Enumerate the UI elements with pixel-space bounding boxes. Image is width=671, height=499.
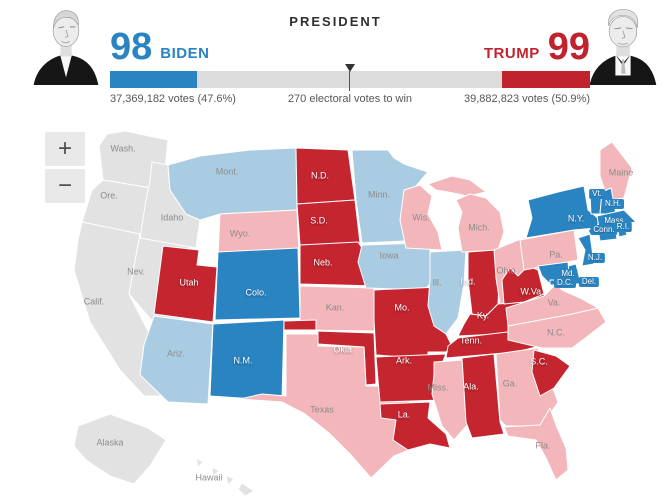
map-zoom-controls: + − bbox=[45, 132, 85, 206]
electoral-vote-bar bbox=[110, 71, 590, 88]
trump-name-label: TRUMP bbox=[483, 45, 540, 62]
zoom-in-button[interactable]: + bbox=[45, 132, 85, 166]
trump-portrait bbox=[589, 9, 657, 85]
trump-vote-total: 39,882,823 votes (50.9%) bbox=[464, 93, 590, 105]
state-HI[interactable] bbox=[211, 466, 220, 477]
state-IL[interactable] bbox=[427, 249, 467, 335]
state-MI[interactable] bbox=[455, 193, 505, 253]
state-TX[interactable] bbox=[239, 333, 430, 479]
biden-electoral-count: 98 bbox=[110, 26, 153, 68]
trump-electoral-count: 99 bbox=[547, 26, 590, 68]
trump-mouth bbox=[618, 30, 628, 45]
state-DC[interactable] bbox=[549, 279, 556, 286]
state-LA[interactable] bbox=[379, 401, 451, 451]
state-ME[interactable] bbox=[599, 141, 633, 201]
state-VA[interactable] bbox=[505, 283, 599, 327]
biden-neck bbox=[60, 44, 72, 57]
biden-vote-total: 37,369,182 votes (47.6%) bbox=[110, 93, 236, 105]
trump-hair bbox=[608, 9, 639, 28]
biden-bar-segment bbox=[110, 71, 198, 88]
state-HI[interactable] bbox=[237, 482, 255, 497]
trump-shirt bbox=[615, 54, 631, 76]
state-FL[interactable] bbox=[503, 407, 569, 481]
state-NJ[interactable] bbox=[577, 233, 595, 267]
state-WV[interactable] bbox=[501, 265, 545, 305]
biden-hair bbox=[53, 10, 79, 28]
state-SD[interactable] bbox=[296, 199, 361, 246]
state-MI[interactable] bbox=[427, 175, 487, 197]
state-CO[interactable] bbox=[214, 247, 301, 321]
trump-eyes bbox=[614, 27, 633, 30]
trump-neck bbox=[616, 45, 630, 57]
state-AK[interactable] bbox=[73, 413, 167, 485]
state-SC[interactable] bbox=[531, 349, 571, 397]
trump-bar-segment bbox=[501, 71, 590, 88]
state-WY[interactable] bbox=[217, 209, 300, 257]
state-UT[interactable] bbox=[153, 245, 218, 323]
biden-portrait bbox=[33, 10, 99, 85]
majority-threshold-label: 270 electoral votes to win bbox=[287, 93, 413, 105]
state-MT[interactable] bbox=[167, 147, 298, 221]
majority-marker-icon bbox=[345, 64, 355, 72]
state-AL[interactable] bbox=[461, 353, 505, 439]
state-IA[interactable] bbox=[357, 242, 433, 291]
state-NM[interactable] bbox=[209, 319, 285, 401]
biden-mouth bbox=[60, 29, 71, 44]
trump-tie bbox=[621, 59, 626, 74]
state-WI[interactable] bbox=[399, 184, 443, 251]
biden-score: 98 BIDEN bbox=[110, 26, 210, 68]
state-CT[interactable] bbox=[597, 226, 618, 242]
trump-score: TRUMP 99 bbox=[483, 26, 590, 68]
biden-eyes bbox=[58, 26, 76, 29]
state-HI[interactable] bbox=[195, 457, 204, 468]
state-ND[interactable] bbox=[295, 147, 356, 205]
zoom-out-button[interactable]: − bbox=[45, 169, 85, 203]
biden-shirt bbox=[60, 55, 72, 78]
us-results-map[interactable] bbox=[0, 110, 671, 499]
biden-name-label: BIDEN bbox=[160, 45, 210, 62]
state-RI[interactable] bbox=[616, 222, 628, 238]
majority-marker-line bbox=[349, 70, 350, 91]
state-HI[interactable] bbox=[225, 474, 235, 486]
page-title: PRESIDENT bbox=[289, 14, 382, 29]
